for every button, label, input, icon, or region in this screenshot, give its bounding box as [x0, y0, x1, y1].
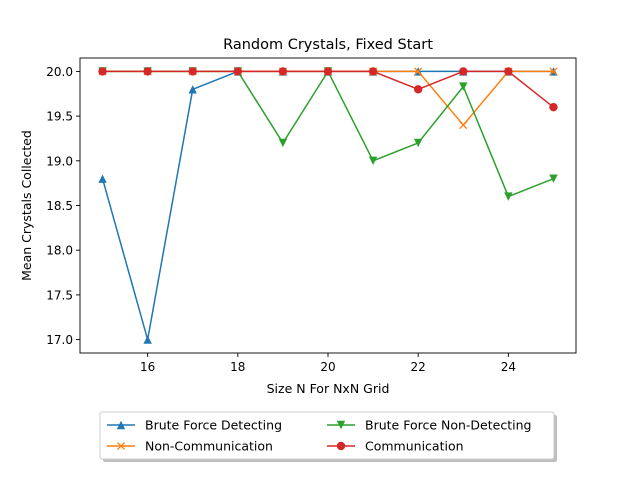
x-axis-label: Size N For NxN Grid [267, 381, 390, 396]
legend-label: Communication [365, 439, 464, 454]
x-axis: 16 18 20 22 24 [140, 353, 516, 374]
y-tick-label: 18.0 [46, 244, 73, 258]
data-point [143, 335, 152, 344]
legend-item-brute-force-detecting: Brute Force Detecting [107, 418, 282, 433]
legend-swatch-marker [116, 441, 126, 451]
series-layer [98, 67, 558, 344]
legend-frame [99, 411, 555, 460]
legend-swatch-marker [336, 441, 346, 451]
y-axis: 17.0 17.5 18.0 18.5 19.0 19.5 20.0 [46, 65, 80, 347]
data-point [413, 85, 423, 94]
y-tick-label: 17.5 [46, 288, 73, 302]
data-point [143, 67, 152, 76]
series-communication [98, 67, 558, 112]
data-point [504, 192, 513, 201]
chart-title: Random Crystals, Fixed Start [223, 37, 433, 53]
data-point [549, 102, 558, 112]
data-point [459, 67, 468, 76]
data-point [549, 67, 558, 76]
data-point [549, 174, 558, 183]
x-tick-label: 18 [230, 360, 245, 374]
data-point [98, 67, 107, 76]
y-axis-label: Mean Crystals Collected [19, 130, 34, 281]
data-point [98, 174, 107, 183]
y-tick-label: 19.5 [46, 110, 73, 124]
plot-area [79, 57, 577, 354]
y-tick-label: 17.0 [46, 333, 73, 347]
data-point [323, 67, 333, 76]
data-point [278, 138, 288, 148]
legend: Brute Force Detecting Non-Communication Br… [99, 411, 557, 462]
data-point [233, 67, 243, 76]
y-tick-label: 19.0 [46, 154, 73, 168]
legend-item-communication: Communication [327, 439, 464, 454]
x-tick-label: 20 [320, 360, 335, 374]
legend-label: Non-Communication [145, 439, 273, 454]
y-tick-label: 20.0 [46, 65, 73, 79]
x-tick-label: 24 [501, 360, 516, 374]
data-point [504, 67, 513, 76]
data-point [459, 120, 468, 130]
y-tick-label: 18.5 [46, 199, 73, 213]
legend-swatch-marker [336, 420, 346, 430]
legend-item-brute-force-non-detecting: Brute Force Non-Detecting [327, 418, 531, 433]
x-tick-label: 16 [140, 360, 155, 374]
x-tick-label: 22 [411, 360, 426, 374]
data-point [188, 67, 197, 76]
legend-swatch-marker [116, 420, 126, 430]
data-point [459, 82, 468, 91]
data-point [368, 67, 378, 76]
legend-label: Brute Force Detecting [145, 418, 282, 433]
data-point [368, 156, 378, 166]
data-point [414, 67, 423, 76]
data-point [278, 67, 288, 76]
legend-item-non-communication: Non-Communication [107, 439, 273, 454]
data-point [413, 138, 423, 148]
data-point [188, 85, 197, 94]
legend-label: Brute Force Non-Detecting [365, 418, 531, 433]
